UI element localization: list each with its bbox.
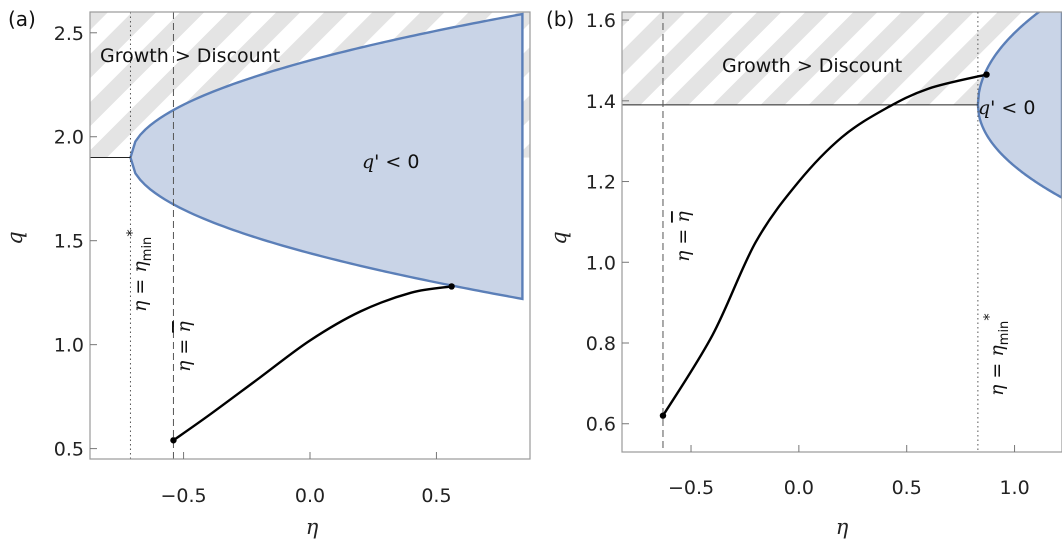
panel-a-x-tick-label: 0.5 — [421, 485, 451, 507]
panel-b-label: (b) — [546, 7, 574, 31]
panel-b-x-axis-label: η — [836, 515, 849, 539]
panel-a-y-tick-label: 1.5 — [54, 231, 84, 253]
panel-b-y-tick-label: 1.2 — [586, 172, 616, 194]
panel-a-label: (a) — [8, 7, 36, 31]
panel-a-x-tick-label: −0.5 — [160, 485, 206, 507]
panel-a-region-label: q' < 0 — [362, 151, 419, 173]
panel-b-y-tick-label: 1.4 — [586, 91, 616, 113]
panel-b-x-tick-label: 0.0 — [784, 477, 814, 499]
panel-b-curve-end-point — [983, 71, 990, 78]
panel-b-vline-label-etamin: η = ηmin* — [980, 313, 1012, 396]
panel-a-y-tick-label: 0.5 — [54, 439, 84, 461]
panel-b-x-tick-label: 0.5 — [892, 477, 922, 499]
panel-a-vline-label-etabar: η = η — [173, 321, 195, 372]
panel-a-region-label-rest: ' < 0 — [374, 151, 419, 173]
panel-b-y-tick-label: 1.6 — [586, 10, 616, 32]
panel-a-x-tick-label: 0.0 — [295, 485, 325, 507]
panel-a: −0.5 0.0 0.5 0.5 1.0 1.5 2.0 2.5 (a) η q Growth… — [3, 7, 531, 539]
panel-a-curve-start-point — [170, 437, 177, 444]
panel-b-y-tick-label: 1.0 — [586, 252, 616, 274]
panel-b: −0.5 0.0 0.5 1.00.60.81.01.21.41.6 (b) η q … — [546, 7, 1062, 539]
panel-b-solution-curve — [661, 73, 987, 417]
panel-b-hatch-label: Growth > Discount — [722, 55, 902, 77]
panel-b-x-tick-label: −0.5 — [668, 477, 714, 499]
panel-b-curve-start-point — [659, 412, 667, 419]
panel-a-curve-end-point — [448, 283, 455, 290]
panel-b-y-tick-label: 0.6 — [586, 414, 616, 436]
panel-b-region-label: q' < 0 — [978, 97, 1035, 119]
panel-a-y-tick-label: 2.5 — [54, 23, 84, 45]
panel-a-solution-curve — [172, 285, 452, 442]
panel-a-y-tick-label: 1.0 — [54, 335, 84, 357]
panel-b-x-tick-label: 1.0 — [999, 477, 1029, 499]
panel-b-frame — [621, 11, 1062, 453]
panel-b-y-axis-label: q — [547, 231, 571, 244]
panel-a-vline-label-etamin: η = ηmin* — [123, 229, 155, 312]
panel-a-y-tick-label: 2.0 — [54, 127, 84, 149]
panel-a-y-axis-label: q — [3, 231, 27, 244]
panel-a-hatch-label: Growth > Discount — [100, 45, 280, 67]
panel-b-y-tick-label: 0.8 — [586, 333, 616, 355]
panel-a-x-axis-label: η — [306, 515, 319, 539]
panel-b-vline-label-etabar: η = η — [672, 211, 694, 262]
panel-a-negative-region — [129, 12, 524, 301]
panel-b-negative-region — [976, 12, 1062, 200]
